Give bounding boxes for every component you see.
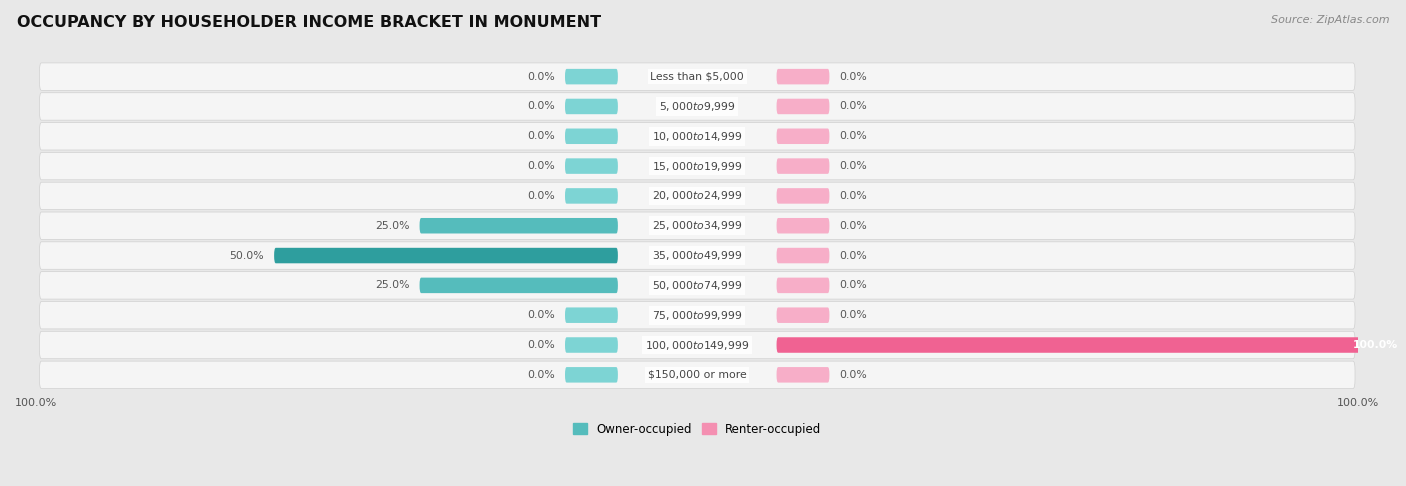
FancyBboxPatch shape (776, 367, 830, 382)
Text: $100,000 to $149,999: $100,000 to $149,999 (645, 339, 749, 351)
Text: 0.0%: 0.0% (527, 191, 555, 201)
Text: $5,000 to $9,999: $5,000 to $9,999 (659, 100, 735, 113)
Text: 0.0%: 0.0% (839, 280, 868, 290)
FancyBboxPatch shape (39, 331, 1355, 359)
FancyBboxPatch shape (565, 99, 617, 114)
Text: 0.0%: 0.0% (527, 310, 555, 320)
Text: 0.0%: 0.0% (839, 71, 868, 82)
FancyBboxPatch shape (39, 122, 1355, 150)
Text: 0.0%: 0.0% (839, 310, 868, 320)
FancyBboxPatch shape (565, 367, 617, 382)
FancyBboxPatch shape (39, 93, 1355, 120)
FancyBboxPatch shape (39, 242, 1355, 269)
Text: 0.0%: 0.0% (527, 102, 555, 111)
Text: 0.0%: 0.0% (839, 102, 868, 111)
Text: 0.0%: 0.0% (839, 221, 868, 231)
Text: 0.0%: 0.0% (527, 71, 555, 82)
Text: Less than $5,000: Less than $5,000 (651, 71, 744, 82)
FancyBboxPatch shape (776, 337, 1406, 353)
FancyBboxPatch shape (419, 218, 617, 233)
Text: $150,000 or more: $150,000 or more (648, 370, 747, 380)
Text: $15,000 to $19,999: $15,000 to $19,999 (652, 159, 742, 173)
Text: 0.0%: 0.0% (839, 370, 868, 380)
FancyBboxPatch shape (565, 188, 617, 204)
FancyBboxPatch shape (776, 158, 830, 174)
Text: 0.0%: 0.0% (527, 370, 555, 380)
Text: 25.0%: 25.0% (375, 221, 409, 231)
Text: 25.0%: 25.0% (375, 280, 409, 290)
Text: Source: ZipAtlas.com: Source: ZipAtlas.com (1271, 15, 1389, 25)
Text: 0.0%: 0.0% (839, 191, 868, 201)
FancyBboxPatch shape (776, 128, 830, 144)
Text: $75,000 to $99,999: $75,000 to $99,999 (652, 309, 742, 322)
Text: 0.0%: 0.0% (527, 161, 555, 171)
FancyBboxPatch shape (776, 188, 830, 204)
FancyBboxPatch shape (39, 361, 1355, 388)
FancyBboxPatch shape (565, 308, 617, 323)
FancyBboxPatch shape (776, 278, 830, 293)
Text: $35,000 to $49,999: $35,000 to $49,999 (652, 249, 742, 262)
FancyBboxPatch shape (39, 153, 1355, 180)
FancyBboxPatch shape (776, 69, 830, 85)
FancyBboxPatch shape (39, 272, 1355, 299)
Text: 0.0%: 0.0% (839, 251, 868, 260)
FancyBboxPatch shape (39, 212, 1355, 240)
FancyBboxPatch shape (419, 278, 617, 293)
Text: 0.0%: 0.0% (527, 131, 555, 141)
FancyBboxPatch shape (39, 301, 1355, 329)
FancyBboxPatch shape (565, 337, 617, 353)
Text: $20,000 to $24,999: $20,000 to $24,999 (652, 190, 742, 202)
FancyBboxPatch shape (274, 248, 617, 263)
Text: $25,000 to $34,999: $25,000 to $34,999 (652, 219, 742, 232)
Legend: Owner-occupied, Renter-occupied: Owner-occupied, Renter-occupied (568, 418, 827, 440)
Text: 0.0%: 0.0% (527, 340, 555, 350)
Text: 0.0%: 0.0% (839, 161, 868, 171)
FancyBboxPatch shape (776, 248, 830, 263)
Text: 0.0%: 0.0% (839, 131, 868, 141)
FancyBboxPatch shape (565, 158, 617, 174)
Text: $50,000 to $74,999: $50,000 to $74,999 (652, 279, 742, 292)
Text: 100.0%: 100.0% (1353, 340, 1398, 350)
FancyBboxPatch shape (565, 69, 617, 85)
FancyBboxPatch shape (776, 218, 830, 233)
Text: OCCUPANCY BY HOUSEHOLDER INCOME BRACKET IN MONUMENT: OCCUPANCY BY HOUSEHOLDER INCOME BRACKET … (17, 15, 600, 30)
FancyBboxPatch shape (776, 99, 830, 114)
FancyBboxPatch shape (39, 63, 1355, 90)
FancyBboxPatch shape (776, 308, 830, 323)
FancyBboxPatch shape (39, 182, 1355, 209)
FancyBboxPatch shape (565, 128, 617, 144)
Text: 50.0%: 50.0% (229, 251, 264, 260)
Text: $10,000 to $14,999: $10,000 to $14,999 (652, 130, 742, 143)
